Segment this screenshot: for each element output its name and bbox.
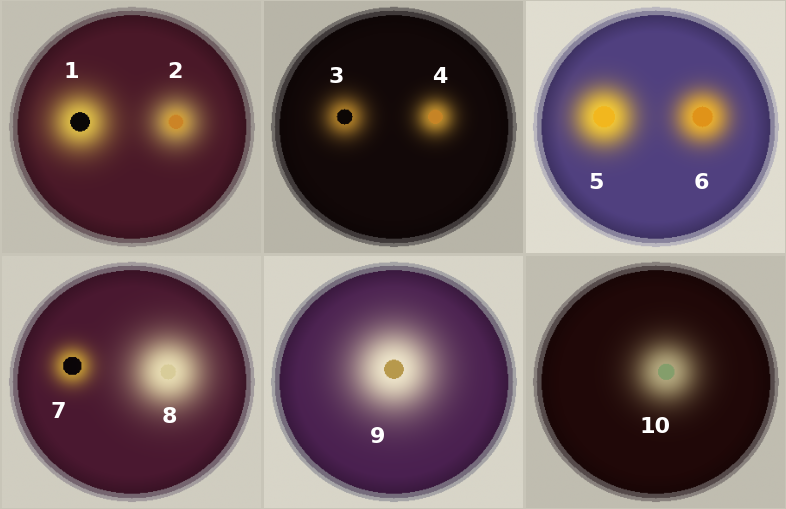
Text: 10: 10 (640, 417, 670, 437)
Text: 1: 1 (64, 62, 79, 82)
Text: 2: 2 (167, 62, 182, 82)
Text: 9: 9 (369, 427, 385, 447)
Text: 4: 4 (432, 67, 447, 87)
Text: 7: 7 (51, 402, 66, 422)
Text: 5: 5 (588, 173, 603, 193)
Text: 6: 6 (694, 173, 709, 193)
Text: 8: 8 (162, 407, 178, 427)
Text: 3: 3 (329, 67, 343, 87)
